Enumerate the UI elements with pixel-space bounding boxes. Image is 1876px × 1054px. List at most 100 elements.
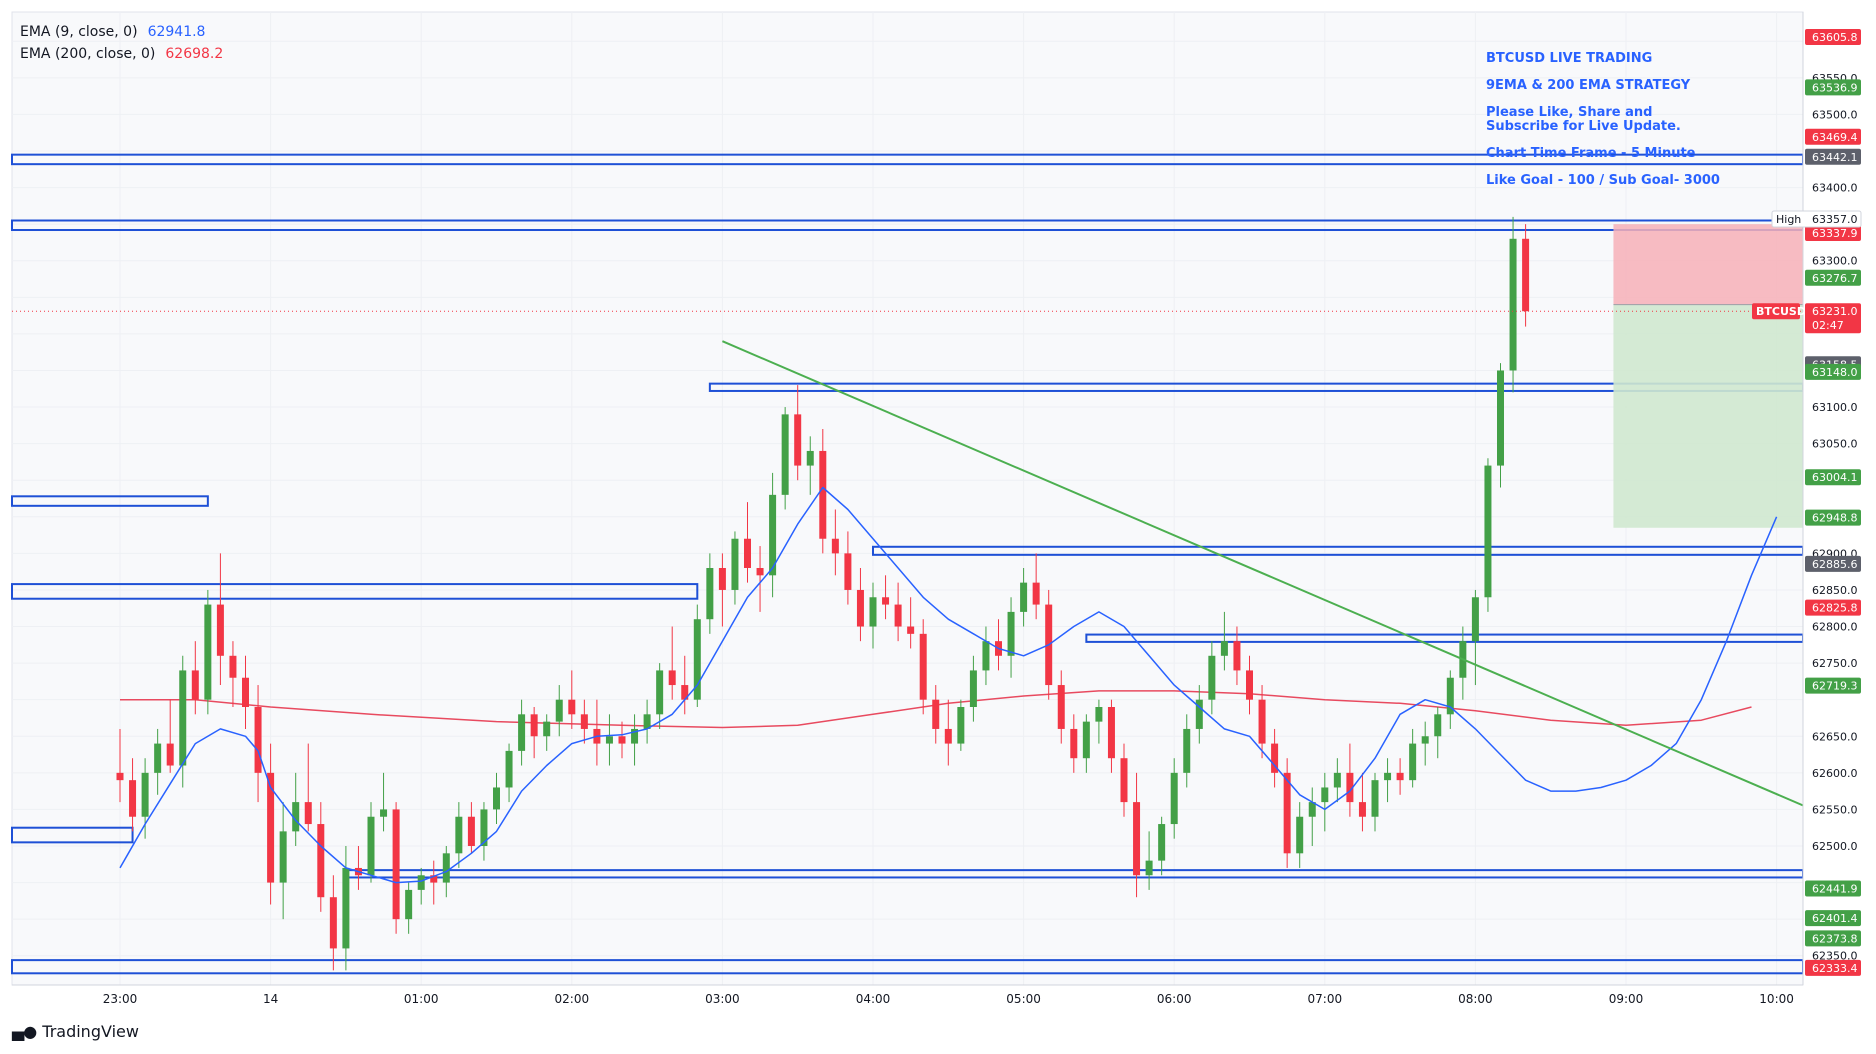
candle-body — [1321, 787, 1329, 803]
price-tag-bg — [1805, 910, 1861, 927]
candle-body — [1195, 699, 1203, 729]
legend-ema9-value: 62941.8 — [147, 24, 206, 40]
time-tick-label: 10:00 — [1759, 992, 1794, 1006]
price-tag-label: 63442.1 — [1812, 151, 1858, 164]
price-tick-label: 62750.0 — [1812, 657, 1858, 670]
time-tick-label: 09:00 — [1609, 992, 1644, 1006]
candle-body — [656, 670, 664, 715]
zone-box — [11, 495, 209, 507]
price-tag-bg — [1805, 677, 1861, 694]
candle-body — [242, 677, 249, 707]
price-tag-bg — [1805, 880, 1861, 897]
last-price-tag-bg — [1805, 303, 1861, 334]
note-line-1: BTCUSD LIVE TRADING — [1486, 51, 1653, 66]
candle-body — [254, 707, 262, 773]
price-axis[interactable] — [1803, 12, 1876, 985]
candle-body — [493, 787, 500, 810]
candle-body — [1358, 802, 1366, 817]
candle-body — [417, 875, 425, 890]
price-tag-bg — [1805, 930, 1861, 947]
candle-body — [1220, 641, 1228, 656]
price-tag-label: 63337.9 — [1812, 227, 1858, 240]
price-tag-bg — [1805, 959, 1861, 976]
candle-body — [1246, 670, 1253, 700]
price-tag-label: 62885.6 — [1812, 558, 1858, 571]
candle-body — [1471, 597, 1479, 642]
time-tick-label: 02:00 — [555, 992, 590, 1006]
price-tag-bg — [1805, 469, 1861, 486]
candle-body — [380, 809, 388, 817]
zone-box — [11, 826, 134, 844]
candle-body — [1384, 772, 1392, 781]
candle-body — [455, 816, 463, 854]
price-tag-label: 62441.9 — [1812, 883, 1858, 896]
candle-body — [279, 831, 287, 883]
trendline[interactable] — [722, 340, 1876, 880]
price-tick-label: 62500.0 — [1812, 840, 1858, 853]
candle-body — [706, 568, 714, 620]
candle-body — [1070, 728, 1078, 759]
legend-ema200-label: EMA (200, close, 0) — [20, 46, 156, 62]
candle-body — [1271, 743, 1279, 773]
short-position-tool[interactable] — [1613, 224, 1815, 528]
candle-body — [1509, 238, 1517, 371]
candle-body — [1208, 655, 1216, 700]
legend-ema200-value: 62698.2 — [165, 46, 224, 62]
legend-ema200[interactable]: EMA (200, close, 0) 62698.2 — [20, 43, 223, 65]
price-tag-label: 62825.8 — [1812, 602, 1858, 615]
tradingview-text: TradingView — [42, 1022, 139, 1041]
time-tick-label: 14 — [263, 992, 278, 1006]
legend-ema9[interactable]: EMA (9, close, 0) 62941.8 — [20, 21, 223, 43]
price-tag-bg — [1805, 269, 1861, 286]
price-tick-label: 62600.0 — [1812, 767, 1858, 780]
candle-body — [141, 772, 149, 817]
strategy-notes: BTCUSD LIVE TRADING 9EMA & 200 EMA STRAT… — [1486, 52, 1720, 201]
zone-box — [11, 583, 699, 600]
candle-body — [1233, 641, 1241, 671]
price-tick-label: 62650.0 — [1812, 730, 1858, 743]
price-tag-bg — [1805, 555, 1861, 572]
price-tag-bg — [1805, 363, 1861, 380]
candle-body — [555, 699, 563, 722]
candle-body — [1170, 772, 1178, 825]
candle-body — [505, 750, 513, 788]
candle-body — [1120, 758, 1128, 803]
candle-body — [1082, 721, 1090, 759]
candle-body — [668, 670, 676, 686]
candle-body — [605, 736, 613, 744]
candle-body — [442, 853, 450, 883]
candle-body — [1007, 611, 1015, 656]
candle-body — [1145, 860, 1153, 876]
candle-body — [1095, 707, 1103, 722]
candle-body — [129, 780, 137, 817]
candle-body — [756, 568, 764, 576]
price-tag-bg — [1805, 79, 1861, 96]
tradingview-logo[interactable]: ▄● TradingView — [12, 1022, 139, 1041]
symbol-tag-bg — [1752, 303, 1800, 320]
candle-body — [405, 889, 413, 920]
price-tag-label: 62373.8 — [1812, 932, 1858, 945]
candle-body — [1446, 677, 1454, 715]
candle-body — [543, 721, 551, 737]
candle-body — [467, 816, 475, 846]
price-tag-bg — [1805, 225, 1861, 242]
price-tag-label: 63276.7 — [1812, 272, 1858, 285]
price-tag-bg — [1805, 29, 1861, 46]
price-tag-label: 62333.4 — [1812, 962, 1858, 975]
candle-body — [367, 816, 375, 876]
candle-body — [166, 743, 174, 766]
candle-body — [819, 450, 827, 539]
price-tick-label: 63400.0 — [1812, 182, 1858, 195]
price-tick-label: 63050.0 — [1812, 438, 1858, 451]
candle-body — [1107, 707, 1115, 759]
candle-body — [1258, 699, 1266, 744]
trendline-segment — [722, 340, 1876, 838]
candle-body — [1522, 238, 1530, 312]
price-tick-label: 63100.0 — [1812, 401, 1858, 414]
price-tick-label: 63300.0 — [1812, 255, 1858, 268]
price-tag-label: 63148.0 — [1812, 366, 1858, 379]
candle-body — [580, 714, 588, 729]
candle-body — [329, 897, 337, 949]
candle-body — [894, 604, 902, 627]
